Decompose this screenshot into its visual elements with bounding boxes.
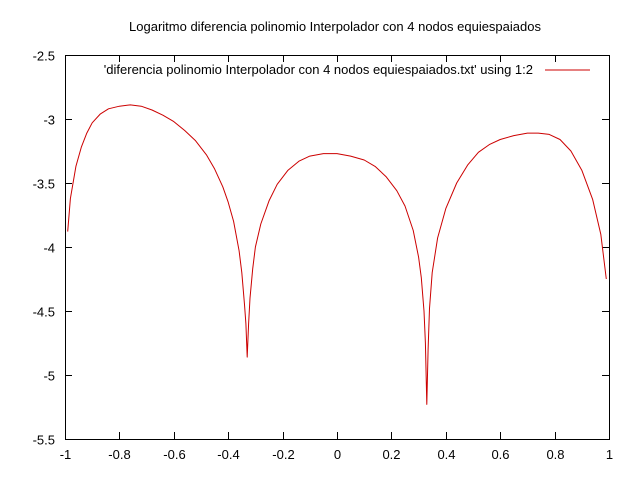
y-tick-label: -4.5 — [33, 305, 55, 320]
x-tick-label: 0 — [334, 447, 341, 462]
x-tick-label: 0.4 — [437, 447, 455, 462]
x-tick-label: -0.4 — [217, 447, 239, 462]
x-tick-label: -1 — [60, 447, 72, 462]
legend: 'diferencia polinomio Interpolador con 4… — [104, 62, 590, 77]
x-tick-label: 0.2 — [382, 447, 400, 462]
series-line — [67, 104, 607, 405]
y-tick-label: -3 — [43, 113, 55, 128]
legend-label: 'diferencia polinomio Interpolador con 4… — [104, 62, 533, 77]
y-tick-label: -2.5 — [33, 49, 55, 64]
x-tick-label: 0.6 — [491, 447, 509, 462]
y-axis: -2.5 -3 -3.5 -4 -4.5 -5 -5.5 — [33, 49, 609, 448]
series-layer — [67, 104, 607, 405]
x-tick-label: -0.8 — [108, 447, 130, 462]
x-tick-label: -0.2 — [272, 447, 294, 462]
y-tick-label: -5.5 — [33, 433, 55, 448]
x-tick-label: -0.6 — [163, 447, 185, 462]
y-tick-label: -3.5 — [33, 177, 55, 192]
plot-frame — [65, 55, 610, 440]
chart-title: Logaritmo diferencia polinomio Interpola… — [129, 19, 541, 34]
x-tick-label: 0.8 — [546, 447, 564, 462]
y-tick-label: -4 — [43, 241, 55, 256]
y-tick-label: -5 — [43, 369, 55, 384]
x-axis: -1 -0.8 -0.6 -0.4 -0.2 0 0.2 0.4 0.6 0.8 1 — [60, 55, 613, 462]
x-tick-label: 1 — [606, 447, 613, 462]
